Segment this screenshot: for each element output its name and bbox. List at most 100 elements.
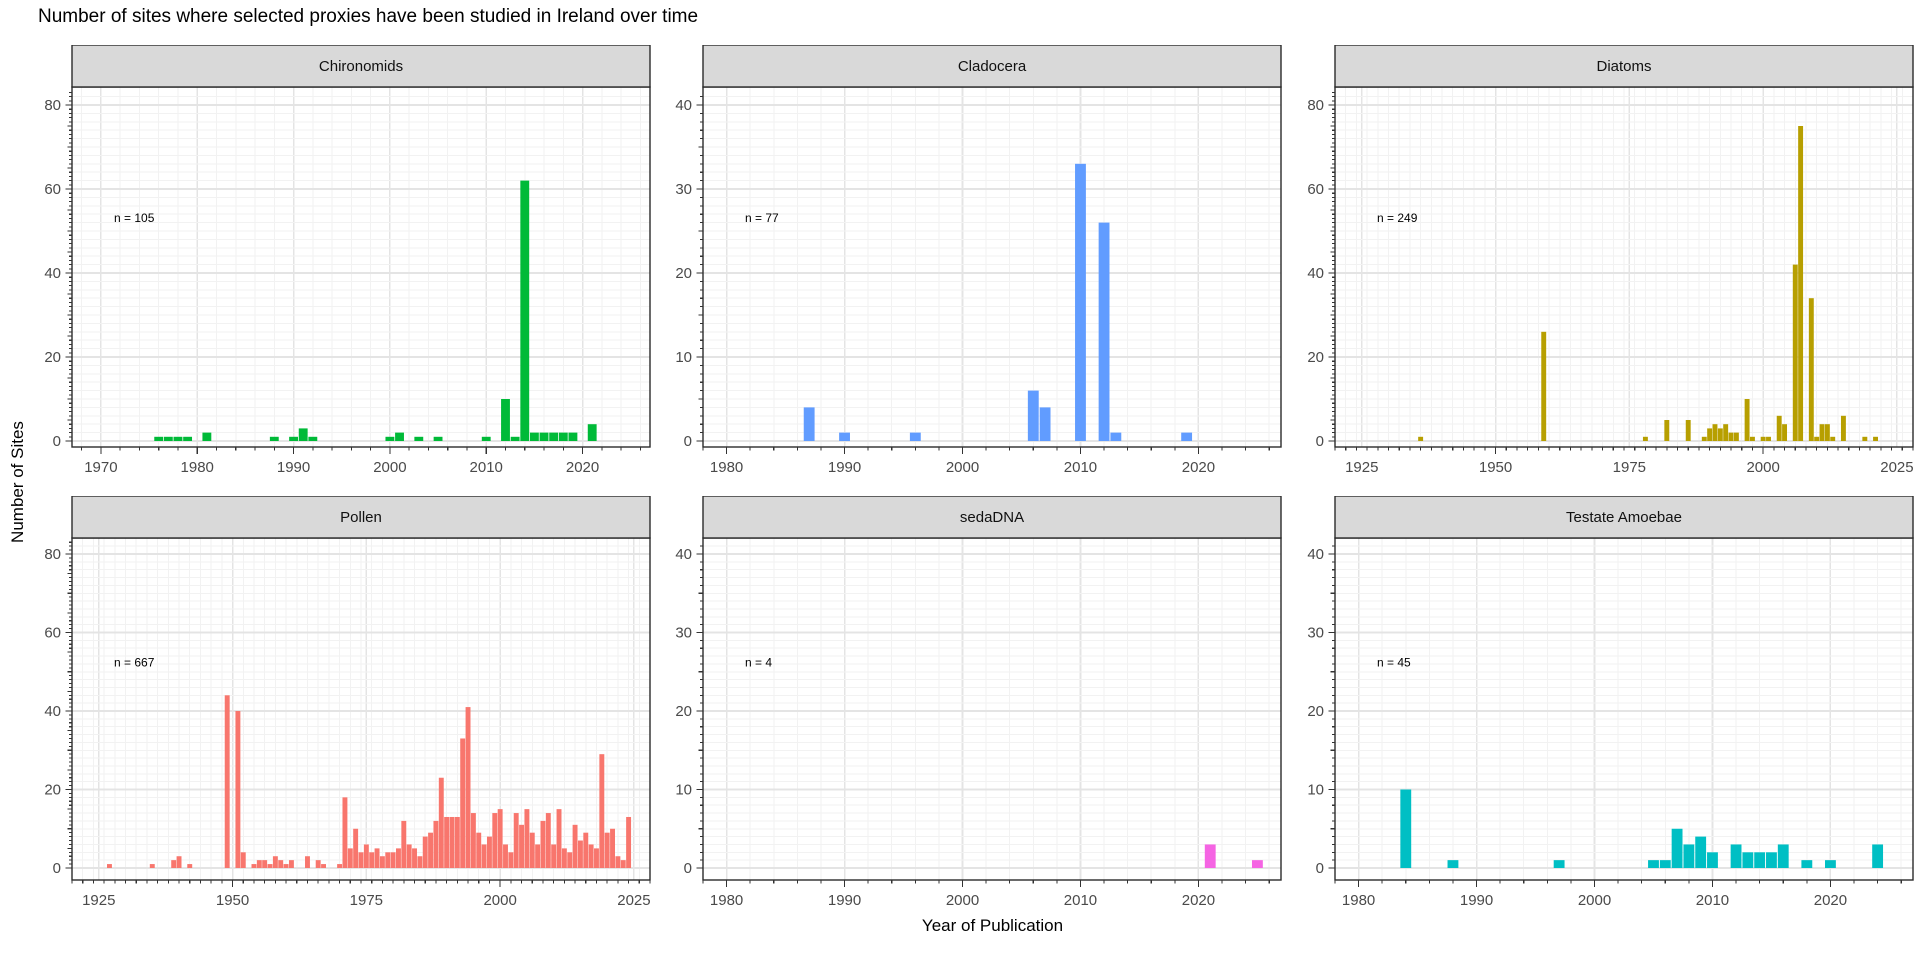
bar: [374, 848, 380, 869]
n-count-annotation: n = 45: [1377, 655, 1411, 669]
bar: [492, 813, 498, 868]
bar: [503, 844, 508, 868]
bar: [524, 809, 530, 869]
svg-text:40: 40: [1307, 265, 1324, 282]
y-axis-labels: 0 10 20 30 40: [675, 546, 692, 877]
bar: [1707, 852, 1718, 868]
svg-text:40: 40: [44, 265, 61, 282]
bar: [379, 856, 385, 868]
bar: [599, 754, 605, 868]
y-axis-ticks: [1328, 91, 1335, 442]
svg-text:30: 30: [675, 625, 692, 642]
bar: [363, 844, 369, 868]
bar: [1840, 415, 1846, 441]
bar: [202, 432, 212, 441]
facet-strip: [1334, 45, 1914, 88]
bar: [1553, 860, 1565, 868]
bar: [465, 707, 471, 868]
facet-panel-pollen: Pollen 0 20 40 60 80 1925 1950 1975 2000 2025 n = 6…: [44, 496, 651, 909]
bar: [1814, 436, 1820, 441]
bar: [171, 860, 177, 868]
svg-text:1975: 1975: [350, 892, 383, 909]
bar: [594, 848, 599, 869]
bar: [396, 848, 401, 869]
bar: [406, 844, 412, 868]
svg-text:1990: 1990: [1460, 892, 1493, 909]
horizontal-gridlines: [1335, 545, 1913, 869]
bar: [163, 436, 173, 441]
bar: [1730, 844, 1742, 868]
svg-text:2010: 2010: [470, 459, 503, 476]
bar: [1824, 424, 1830, 441]
n-count-annotation: n = 249: [1377, 211, 1418, 225]
svg-text:40: 40: [675, 97, 692, 114]
bar: [540, 820, 546, 868]
svg-text:80: 80: [44, 546, 61, 563]
bar: [444, 816, 450, 868]
bar: [176, 856, 182, 868]
bar: [321, 864, 326, 868]
svg-text:1970: 1970: [84, 459, 117, 476]
svg-text:2010: 2010: [1064, 459, 1097, 476]
bar: [497, 809, 503, 869]
bars: [1418, 126, 1878, 441]
bar: [839, 432, 850, 441]
y-axis-labels: 0 10 20 30 40: [675, 97, 692, 450]
bar: [107, 864, 112, 868]
bar: [289, 436, 298, 441]
facet-strip-label: Pollen: [340, 509, 382, 526]
bar: [470, 813, 476, 868]
svg-text:20: 20: [44, 349, 61, 366]
bar: [395, 432, 404, 441]
bar: [626, 816, 632, 868]
y-axis-labels: 0 20 40 60 80: [44, 546, 61, 877]
bar: [577, 840, 583, 868]
x-axis-labels: 1980 1990 2000 2010 2020: [1342, 892, 1847, 909]
y-axis-ticks: [1328, 545, 1335, 869]
bar: [1659, 860, 1671, 868]
bar: [449, 816, 455, 868]
bar: [520, 180, 530, 441]
bar: [583, 832, 589, 868]
bar: [1701, 436, 1707, 441]
x-axis-ticks: [71, 880, 651, 887]
bar: [1873, 436, 1878, 441]
bars: [107, 695, 632, 869]
bar: [1027, 390, 1039, 441]
n-count-annotation: n = 77: [745, 211, 779, 225]
svg-text:0: 0: [1316, 433, 1324, 450]
vertical-gridlines: [702, 538, 1270, 880]
bar: [1400, 789, 1412, 868]
bar: [615, 856, 621, 868]
x-axis-ticks: [1334, 880, 1902, 887]
facet-strip: [1334, 496, 1914, 539]
svg-text:1980: 1980: [181, 459, 214, 476]
bar: [315, 860, 321, 868]
bar: [283, 864, 289, 868]
bar: [486, 836, 492, 868]
svg-text:2000: 2000: [373, 459, 406, 476]
bar: [235, 711, 241, 868]
x-axis-labels: 1925 1950 1975 2000 2025: [1345, 459, 1914, 476]
bar: [556, 809, 562, 869]
bar: [1039, 407, 1051, 441]
svg-text:0: 0: [1316, 860, 1324, 877]
n-count-annotation: n = 4: [745, 655, 772, 669]
bar: [513, 813, 519, 868]
bar: [1664, 420, 1670, 441]
svg-text:20: 20: [1307, 349, 1324, 366]
y-axis-labels: 0 10 20 30 40: [1307, 546, 1324, 877]
bar: [1541, 331, 1547, 441]
bar: [433, 820, 439, 868]
n-count-annotation: n = 667: [114, 655, 155, 669]
panel-background: [703, 538, 1281, 880]
svg-text:1925: 1925: [82, 892, 115, 909]
facet-strip: [702, 496, 1282, 539]
facet-strip-label: Diatoms: [1596, 58, 1651, 75]
svg-text:40: 40: [675, 546, 692, 563]
bar: [1418, 436, 1424, 441]
bar: [347, 848, 353, 869]
facet-strip: [71, 496, 651, 539]
svg-text:2000: 2000: [1746, 459, 1779, 476]
